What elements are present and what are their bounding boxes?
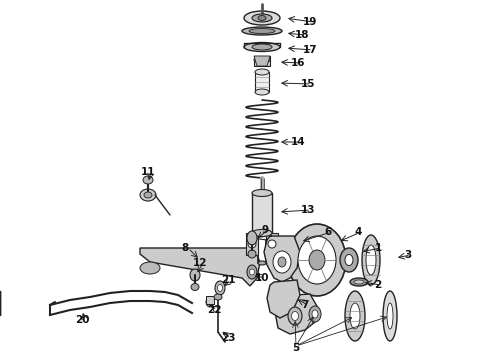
Ellipse shape [190,269,200,281]
Text: 1: 1 [374,243,382,253]
Ellipse shape [140,189,156,201]
Text: 9: 9 [262,225,269,235]
Text: 18: 18 [295,30,309,40]
Text: 14: 14 [291,137,305,147]
Ellipse shape [247,265,257,279]
Ellipse shape [309,250,325,270]
Text: 8: 8 [181,243,189,253]
Ellipse shape [340,248,358,272]
Bar [252,193,272,233]
Ellipse shape [278,257,286,267]
Ellipse shape [350,303,360,329]
Polygon shape [140,248,260,286]
Ellipse shape [252,44,272,50]
Ellipse shape [214,294,222,300]
Text: 22: 22 [207,305,221,315]
Text: 11: 11 [141,167,155,177]
Ellipse shape [248,240,256,248]
Bar [206,296,214,304]
Ellipse shape [254,57,270,63]
Text: 13: 13 [301,205,315,215]
Ellipse shape [144,192,152,198]
Text: 21: 21 [221,275,235,285]
Ellipse shape [288,307,302,325]
Ellipse shape [143,176,153,184]
Ellipse shape [249,28,275,33]
Polygon shape [275,294,318,334]
Ellipse shape [258,15,266,21]
Ellipse shape [191,284,199,291]
Text: 20: 20 [75,315,89,325]
Polygon shape [267,280,300,318]
Text: 23: 23 [221,333,235,343]
Ellipse shape [242,27,282,35]
Ellipse shape [345,291,365,341]
Text: 7: 7 [301,300,309,310]
Ellipse shape [273,251,291,273]
Text: 17: 17 [303,45,318,55]
Ellipse shape [292,311,298,320]
Text: 2: 2 [374,280,382,290]
Ellipse shape [387,303,393,329]
Ellipse shape [255,89,269,95]
Ellipse shape [362,235,380,285]
Text: 19: 19 [303,17,317,27]
Ellipse shape [248,250,256,258]
Ellipse shape [252,14,272,22]
Ellipse shape [247,231,257,245]
Ellipse shape [252,230,272,237]
Ellipse shape [345,255,353,266]
Text: 6: 6 [324,227,332,237]
Ellipse shape [215,281,225,295]
Text: 3: 3 [404,250,412,260]
Bar [254,56,270,66]
Ellipse shape [244,42,280,51]
Ellipse shape [252,189,272,197]
Text: 15: 15 [301,79,315,89]
Text: 10: 10 [255,273,269,283]
Text: 4: 4 [354,227,362,237]
Ellipse shape [298,236,336,284]
Text: 16: 16 [291,58,305,68]
Bar [246,233,258,255]
Ellipse shape [354,280,364,284]
Ellipse shape [288,224,346,296]
Ellipse shape [309,306,321,322]
Polygon shape [254,56,270,66]
Ellipse shape [218,284,222,292]
Ellipse shape [268,240,276,248]
Polygon shape [264,236,300,282]
Ellipse shape [249,269,254,275]
Ellipse shape [255,69,269,75]
Ellipse shape [244,11,280,25]
Ellipse shape [140,262,160,274]
Ellipse shape [312,310,318,318]
Ellipse shape [350,278,368,286]
Bar [255,72,269,92]
Text: 5: 5 [293,343,299,353]
Text: 12: 12 [193,258,207,268]
Bar [266,233,278,255]
Ellipse shape [258,261,266,265]
Ellipse shape [206,297,214,307]
Ellipse shape [383,291,397,341]
Ellipse shape [366,245,376,275]
